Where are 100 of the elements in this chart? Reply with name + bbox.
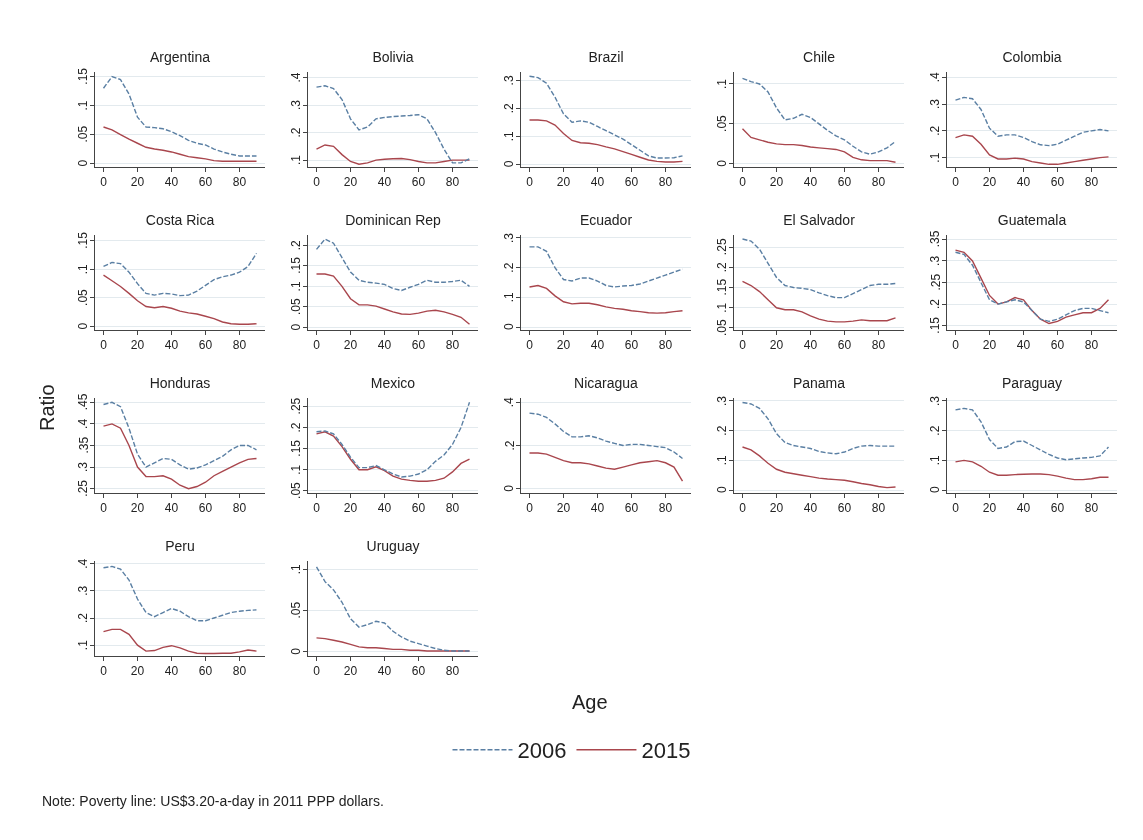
text: Age [572,691,608,713]
x-tick-label: 20 [343,175,358,190]
y-tick-label: .2 [714,262,729,273]
y-tick-label: .1 [288,281,303,292]
x-tick-label: 20 [982,175,997,190]
x-tick-label: 40 [164,501,179,516]
x-tick-label: 0 [100,501,108,516]
x-tick-label: 80 [1084,338,1099,353]
y-tick-label: .3 [76,585,91,596]
x-tick-label: 40 [377,175,392,190]
y-tick-label: .15 [289,256,304,274]
line-series [741,280,897,323]
x-tick-label: 20 [982,501,997,516]
y-tick-label: 0 [502,484,517,492]
y-tick-label: .2 [502,440,517,451]
y-tick-label: .4 [76,418,91,429]
x-tick-label: 0 [952,175,960,190]
x-tick-label: 60 [1050,338,1065,353]
x-tick-label: 40 [590,501,605,516]
y-tick-label: .15 [76,67,91,85]
x-tick-label: 60 [624,175,639,190]
x-tick-label: 40 [164,664,179,679]
line-series [315,85,471,164]
x-tick-label: 80 [232,664,247,679]
x-tick-label: 80 [1084,175,1099,190]
line-series [315,144,471,165]
y-tick-label: .05 [715,114,730,132]
x-tick-label: 60 [624,338,639,353]
chart-title: Peru [165,537,195,554]
legend-label: 2015 [641,738,691,764]
line-series [102,75,258,157]
x-tick-label: 80 [658,175,673,190]
y-tick-label: 0 [927,486,942,494]
x-tick-label: 40 [803,501,818,516]
line-series [102,423,258,490]
y-tick-label: .05 [289,601,304,619]
chart-title: Argentina [150,48,211,65]
line-series [315,273,471,325]
y-tick-label: .3 [928,395,943,406]
x-tick-label: 20 [556,501,571,516]
y-tick-label: .05 [76,125,91,143]
y-tick-label: .1 [714,455,729,466]
x-tick-label: 40 [590,338,605,353]
x-tick-label: 80 [658,501,673,516]
x-tick-label: 60 [624,501,639,516]
x-tick-label: 0 [952,501,960,516]
y-tick-label: .2 [288,239,303,251]
y-tick-label: .1 [288,154,303,166]
x-tick-label: 80 [871,175,886,190]
line-series [528,452,684,482]
y-tick-label: 0 [501,160,516,168]
text: Note: Poverty line: US$3.20-a-day in 2011 PPP dollars. [42,793,384,809]
line-series [954,407,1110,461]
chart-title: El Salvador [783,211,856,228]
chart-title: Bolivia [372,48,414,65]
y-tick-label: .25 [76,479,91,497]
x-tick-label: 40 [164,338,179,353]
x-tick-label: 80 [445,338,460,353]
chart-title: Ecuador [579,211,633,228]
x-tick-label: 0 [313,175,321,190]
x-tick-label: 40 [1016,338,1031,353]
x-tick-label: 0 [952,338,960,353]
y-tick-label: .3 [288,99,303,111]
line-series [315,431,471,482]
line-series [102,628,258,655]
chart-title: Paraguay [1002,374,1062,391]
y-tick-label: .15 [76,231,91,249]
x-tick-label: 20 [556,338,571,353]
x-tick-label: 20 [769,501,784,516]
y-tick-label: 0 [715,159,730,167]
x-tick-label: 20 [556,175,571,190]
x-tick-label: 40 [590,175,605,190]
x-tick-label: 20 [130,175,145,190]
chart-title: Honduras [149,374,211,391]
y-tick-label: .1 [927,455,942,466]
x-tick-label: 20 [982,338,997,353]
y-tick-label: 0 [76,159,91,167]
y-tick-label: .1 [76,100,91,111]
chart-title: Chile [803,48,836,65]
y-tick-label: .4 [76,558,91,569]
x-tick-label: 80 [232,501,247,516]
line-series [741,446,897,489]
line-series [315,238,471,292]
line-series [528,412,684,460]
y-tick-label: .2 [928,125,943,136]
y-tick-label: .3 [928,255,943,266]
y-tick-label: .1 [928,152,943,163]
y-tick-label: .05 [289,481,304,499]
x-tick-label: 60 [198,338,213,353]
line-series [954,459,1110,481]
y-tick-label: .1 [715,302,730,313]
line-series [954,96,1110,147]
y-tick-label: .3 [715,395,730,406]
x-tick-label: 0 [313,501,321,516]
y-tick-label: 0 [501,323,516,331]
x-tick-label: 40 [377,338,392,353]
y-tick-label: .1 [715,78,730,89]
x-tick-label: 0 [100,175,108,190]
line-series [315,401,471,478]
x-tick-label: 40 [164,175,179,190]
